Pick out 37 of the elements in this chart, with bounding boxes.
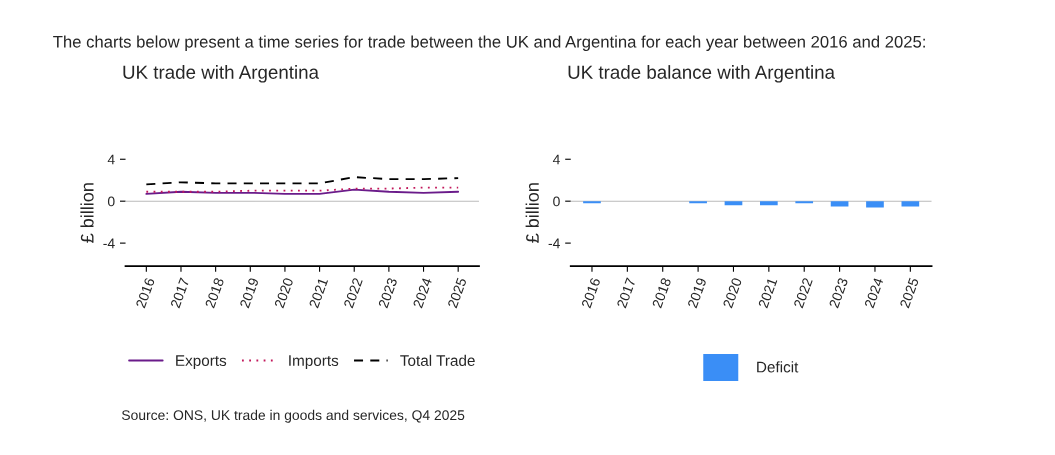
x-tick-label: 2016 xyxy=(135,277,155,309)
y-tick-label: 4 xyxy=(552,154,560,165)
x-tick-label: 2022 xyxy=(793,277,813,309)
x-tick-label: 2020 xyxy=(722,277,743,309)
x-tick-label: 2020 xyxy=(274,277,294,309)
x-tick-label: 2016 xyxy=(581,277,601,309)
x-tick-label: 2017 xyxy=(170,277,190,309)
x-tick-label: 2019 xyxy=(239,277,259,309)
y-tick-label: -4 xyxy=(103,238,115,249)
text: The charts below present a time series for trade between the UK and Argentina for each year between 2016 and 2025: xyxy=(53,35,925,51)
legend-label: Total Trade xyxy=(400,354,475,366)
y-axis-title: £ billion xyxy=(525,183,539,243)
x-tick-label: 2025 xyxy=(447,277,467,309)
chart-title: UK trade balance with Argentina xyxy=(568,65,836,83)
y-tick-label: -4 xyxy=(548,238,560,249)
x-tick-label: 2022 xyxy=(343,277,363,309)
x-tick-label: 2019 xyxy=(687,277,707,309)
line-series xyxy=(145,176,460,186)
legend-label: Deficit xyxy=(757,361,799,373)
x-tick-label: 2021 xyxy=(758,277,778,309)
source-note: Source: ONS, UK trade in goods and services, Q4 2025 xyxy=(121,409,465,423)
chart-title: UK trade with Argentina xyxy=(123,65,319,83)
y-tick-label: 4 xyxy=(107,154,115,165)
x-tick-label: 2023 xyxy=(828,277,849,309)
x-tick-label: 2023 xyxy=(378,277,398,309)
x-tick-label: 2021 xyxy=(308,277,329,309)
y-tick-label: 0 xyxy=(107,196,115,207)
x-tick-label: 2024 xyxy=(412,277,433,309)
x-tick-label: 2018 xyxy=(204,277,225,309)
x-tick-label: 2017 xyxy=(616,277,636,309)
x-tick-label: 2025 xyxy=(899,277,919,309)
y-axis-title: £ billion xyxy=(80,183,94,243)
y-tick-label: 0 xyxy=(553,196,560,207)
legend-label: Exports xyxy=(176,355,227,370)
legend-label: Imports xyxy=(289,355,339,370)
x-tick-label: 2018 xyxy=(651,277,672,309)
x-tick-label: 2024 xyxy=(864,277,884,309)
